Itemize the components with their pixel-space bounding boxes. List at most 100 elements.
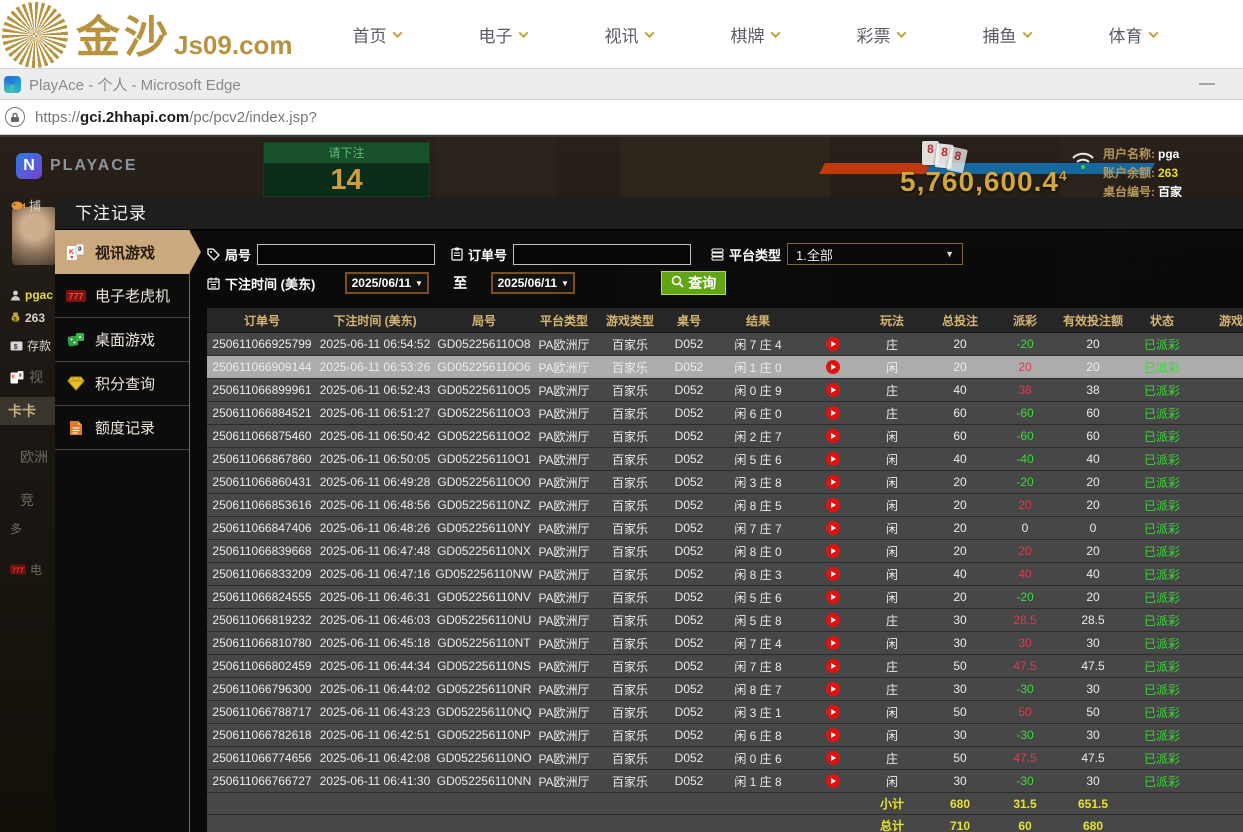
cell-bet-time: 2025-06-11 06:52:43 — [319, 383, 431, 397]
date-from-select[interactable]: 2025/06/11 ▼ — [345, 272, 430, 294]
nav-item-电子[interactable]: 电子 — [479, 22, 528, 47]
play-button[interactable] — [826, 475, 840, 489]
play-button[interactable] — [826, 774, 840, 788]
search-button[interactable]: 查询 — [661, 271, 727, 295]
left-menu-item-卡卡[interactable]: 卡卡 — [0, 397, 55, 425]
table-row[interactable]: 250611066833209 2025-06-11 06:47:16 GD0522… — [207, 563, 1243, 586]
lock-icon[interactable] — [5, 107, 25, 127]
nav-item-视讯[interactable]: 视讯 — [605, 22, 654, 47]
play-button[interactable] — [826, 728, 840, 742]
left-menu-item-pgac[interactable]: pgac — [10, 288, 53, 302]
nav-item-彩票[interactable]: 彩票 — [857, 22, 906, 47]
play-button[interactable] — [826, 682, 840, 696]
cell-payout: 20 — [1018, 360, 1032, 374]
play-button[interactable] — [826, 337, 840, 351]
user-info-label: 用户名称: — [1103, 147, 1155, 161]
table-row[interactable]: 250611066802459 2025-06-11 06:44:34 GD0522… — [207, 655, 1243, 678]
order-input[interactable] — [513, 243, 692, 265]
table-row[interactable]: 250611066884521 2025-06-11 06:51:27 GD0522… — [207, 402, 1243, 425]
site-logo[interactable]: 金沙 Js09.com — [2, 0, 293, 68]
play-button[interactable] — [826, 659, 840, 673]
play-button[interactable] — [826, 567, 840, 581]
cell-order-no: 250611066867860 — [212, 452, 312, 466]
play-button[interactable] — [826, 613, 840, 627]
dropdown-arrow-icon: ▼ — [415, 278, 423, 288]
table-row[interactable]: 250611066824555 2025-06-11 06:46:31 GD0522… — [207, 586, 1243, 609]
minimize-button[interactable]: — — [1199, 75, 1215, 92]
table-row[interactable]: 250611066839668 2025-06-11 06:47:48 GD0522… — [207, 540, 1243, 563]
column-header: 游戏 — [1218, 313, 1243, 328]
cell-play-side: 闲 — [885, 705, 898, 720]
left-menu-item-电[interactable]: 777 电 — [10, 561, 42, 578]
play-button[interactable] — [826, 636, 840, 650]
play-button[interactable] — [826, 751, 840, 765]
table-row[interactable]: 250611066860431 2025-06-11 06:49:28 GD0522… — [207, 471, 1243, 494]
column-header: 总投注 — [941, 313, 978, 328]
nav-item-首页[interactable]: 首页 — [353, 22, 402, 47]
cell-valid-bet: 20 — [1086, 360, 1100, 374]
sidebar-item-额度记录[interactable]: 额度记录 — [55, 406, 189, 450]
play-button[interactable] — [826, 429, 840, 443]
cards-icon: K ♥ 9 — [66, 243, 86, 261]
play-button[interactable] — [826, 452, 840, 466]
user-info-row: 用户名称: pga — [1103, 145, 1241, 164]
table-row[interactable]: 250611066819232 2025-06-11 06:46:03 GD0522… — [207, 609, 1243, 632]
table-row[interactable]: 250611066774656 2025-06-11 06:42:08 GD0522… — [207, 747, 1243, 770]
date-to-select[interactable]: 2025/06/11 ▼ — [491, 272, 576, 294]
round-input[interactable] — [257, 243, 436, 265]
left-menu-item-欧洲[interactable]: 欧洲 — [20, 447, 48, 467]
play-button[interactable] — [826, 521, 840, 535]
table-row[interactable]: 250611066867860 2025-06-11 06:50:05 GD0522… — [207, 448, 1243, 471]
play-button[interactable] — [826, 498, 840, 512]
table-row[interactable]: 250611066925799 2025-06-11 06:54:52 GD0522… — [207, 333, 1243, 356]
table-row[interactable]: 250611066847406 2025-06-11 06:48:26 GD0522… — [207, 517, 1243, 540]
cell-game-type: 百家乐 — [611, 567, 648, 582]
table-row[interactable]: 250611066810780 2025-06-11 06:45:18 GD0522… — [207, 632, 1243, 655]
sidebar-item-积分查询[interactable]: 积分查询 — [55, 362, 189, 406]
playace-logo-icon: N — [16, 153, 42, 179]
platform-select[interactable]: 1.全部 ▼ — [787, 243, 964, 265]
table-row[interactable]: 250611066766727 2025-06-11 06:41:30 GD0522… — [207, 770, 1243, 793]
sidebar-item-桌面游戏[interactable]: 桌面游戏 — [55, 318, 189, 362]
play-button[interactable] — [826, 383, 840, 397]
left-menu-item-存款[interactable]: $ 存款 — [10, 337, 51, 354]
cell-table-no: D052 — [674, 636, 704, 650]
play-button[interactable] — [826, 590, 840, 604]
nav-item-棋牌[interactable]: 棋牌 — [731, 22, 780, 47]
cell-total-bet: 20 — [953, 590, 967, 604]
nav-item-捕鱼[interactable]: 捕鱼 — [983, 22, 1032, 47]
filter-row-1: 局号 订单号 平台类型 1.全部 ▼ — [207, 242, 1243, 266]
table-row[interactable]: 250611066782618 2025-06-11 06:42:51 GD0522… — [207, 724, 1243, 747]
url-bar[interactable]: https://gci.2hhapi.com/pc/pcv2/index.jsp… — [0, 100, 1243, 135]
nav-item-体育[interactable]: 体育 — [1109, 22, 1158, 47]
svg-text:$: $ — [14, 343, 18, 350]
left-menu-item-竞[interactable]: 竞 — [20, 490, 34, 510]
subtotal-total-bet: 680 — [949, 796, 971, 811]
play-button[interactable] — [826, 544, 840, 558]
table-row[interactable]: 250611066899961 2025-06-11 06:52:43 GD0522… — [207, 379, 1243, 402]
cell-result: 闲 8 庄 7 — [734, 682, 782, 697]
table-row[interactable]: 250611066788717 2025-06-11 06:43:23 GD0522… — [207, 701, 1243, 724]
cell-status: 已派彩 — [1143, 590, 1180, 605]
table-row[interactable]: 250611066796300 2025-06-11 06:44:02 GD0522… — [207, 678, 1243, 701]
left-menu-item-263[interactable]: $263 — [10, 311, 45, 325]
table-row[interactable]: 250611066909144 2025-06-11 06:53:26 GD0522… — [207, 356, 1243, 379]
cell-round-no: GD052256110O8 — [437, 337, 531, 351]
cell-payout: 20 — [1018, 498, 1032, 512]
play-button[interactable] — [826, 705, 840, 719]
table-row[interactable]: 250611066875460 2025-06-11 06:50:42 GD0522… — [207, 425, 1243, 448]
cell-play-side: 闲 — [885, 636, 898, 651]
left-menu-item-捕[interactable]: 捕 — [10, 197, 41, 214]
sidebar-item-电子老虎机[interactable]: 777 电子老虎机 — [55, 274, 189, 318]
cell-order-no: 250611066824555 — [212, 590, 312, 604]
table-row[interactable]: 250611066853616 2025-06-11 06:48:56 GD0522… — [207, 494, 1243, 517]
cell-round-no: GD052256110O1 — [437, 452, 531, 466]
play-button[interactable] — [826, 360, 840, 374]
sidebar-item-视讯游戏[interactable]: K ♥ 9 视讯游戏 — [55, 230, 201, 274]
play-button[interactable] — [826, 406, 840, 420]
left-menu-item-多[interactable]: 多 — [10, 520, 22, 537]
cell-table-no: D052 — [674, 544, 704, 558]
cell-play-side: 闲 — [885, 774, 898, 789]
